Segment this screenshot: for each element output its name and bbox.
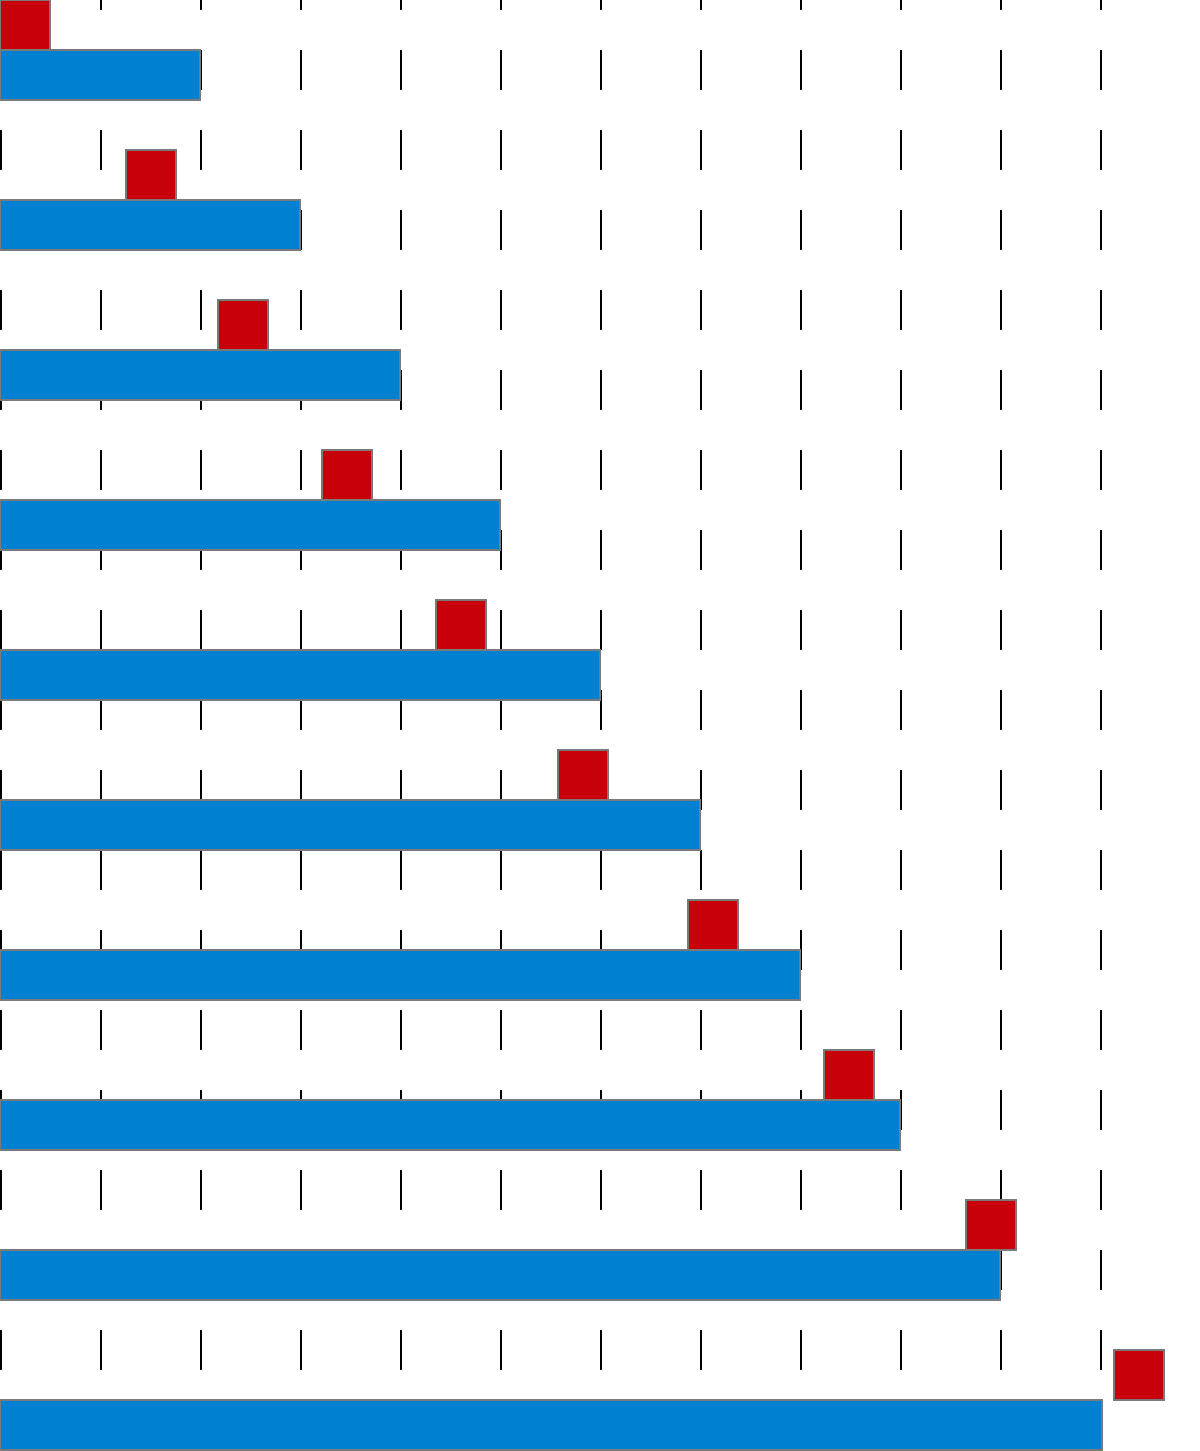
blue-bar — [0, 49, 201, 101]
red-block — [557, 749, 609, 801]
red-block — [435, 599, 487, 651]
red-block — [823, 1049, 875, 1101]
blue-bar — [0, 1099, 901, 1151]
blue-bar — [0, 649, 601, 701]
red-block — [1113, 1349, 1165, 1401]
blue-bar — [0, 799, 701, 851]
blue-bar — [0, 199, 301, 251]
red-block — [217, 299, 269, 351]
blue-bar — [0, 349, 401, 401]
blue-bar — [0, 949, 801, 1001]
red-block — [0, 0, 51, 51]
red-block — [321, 449, 373, 501]
red-block — [687, 899, 739, 951]
blue-bar — [0, 499, 501, 551]
blue-bar — [0, 1249, 1001, 1301]
red-block — [965, 1199, 1017, 1251]
blue-bar — [0, 1399, 1103, 1451]
red-block — [125, 149, 177, 201]
